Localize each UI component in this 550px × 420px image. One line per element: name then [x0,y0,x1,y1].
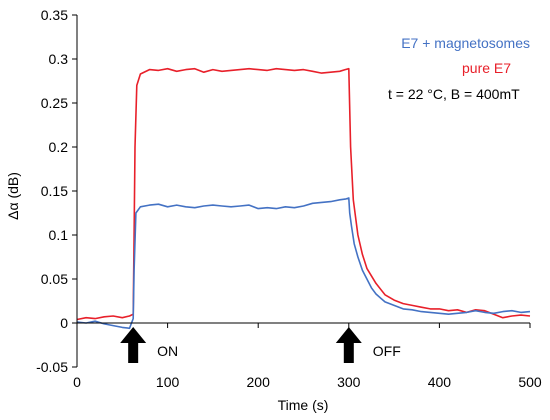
y-tick-label: 0.35 [41,7,68,23]
y-axis-ticks: -0.05 0 0.05 0.1 0.15 0.2 0.25 0.3 0.35 [36,7,77,375]
series-line-pure-e7 [76,67,531,321]
y-tick-label: 0.3 [49,51,69,67]
y-tick-label: -0.05 [36,359,68,375]
on-marker: ON [120,327,178,363]
on-label: ON [157,343,178,359]
x-tick-label: 300 [337,374,361,390]
y-tick-label: 0.05 [41,271,68,287]
y-axis-label: Δα (dB) [5,172,21,220]
legend-entry-e7-magnetosomes: E7 + magnetosomes [401,35,530,51]
legend-entry-pure-e7: pure E7 [462,60,511,76]
x-tick-label: 200 [247,374,271,390]
x-tick-label: 400 [428,374,452,390]
y-tick-label: 0.2 [49,139,69,155]
series-layer [76,67,531,330]
off-label: OFF [373,343,401,359]
y-tick-label: 0 [60,315,68,331]
x-tick-label: 500 [518,374,542,390]
on-arrow-icon [120,327,147,363]
y-tick-label: 0.1 [49,227,69,243]
x-axis-ticks: 0 100 200 300 400 500 [73,323,542,390]
series-line-e7-magnetosomes [76,197,531,330]
off-arrow-icon [335,327,362,363]
x-tick-label: 100 [156,374,180,390]
conditions-annotation: t = 22 °C, B = 400mT [388,86,520,102]
y-tick-label: 0.15 [41,183,68,199]
y-tick-label: 0.25 [41,95,68,111]
off-marker: OFF [335,327,401,363]
x-axis-label: Time (s) [278,397,329,413]
x-tick-label: 0 [73,374,81,390]
